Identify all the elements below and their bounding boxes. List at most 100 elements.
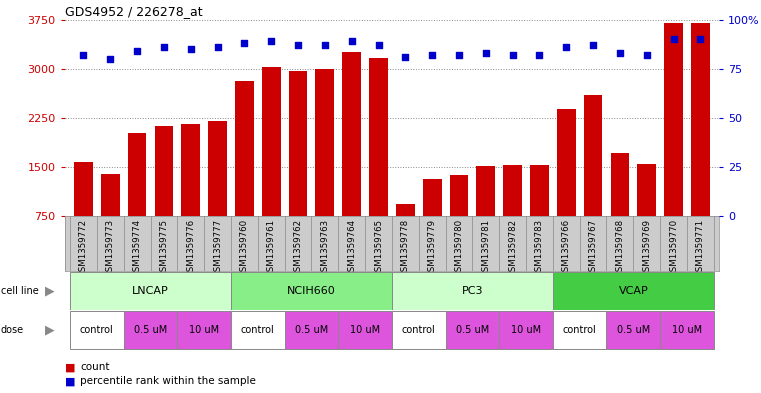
- Bar: [342, 52, 361, 216]
- Text: GSM1359762: GSM1359762: [294, 219, 303, 277]
- Bar: [74, 162, 93, 216]
- Text: GSM1359765: GSM1359765: [374, 219, 383, 277]
- Bar: [101, 174, 119, 216]
- Text: 0.5 uM: 0.5 uM: [295, 325, 328, 335]
- Bar: [584, 95, 603, 216]
- Bar: [70, 311, 124, 349]
- Bar: [476, 166, 495, 216]
- Text: GSM1359771: GSM1359771: [696, 219, 705, 277]
- Bar: [235, 81, 253, 216]
- Text: GSM1359777: GSM1359777: [213, 219, 222, 277]
- Text: count: count: [80, 362, 110, 373]
- Bar: [181, 125, 200, 216]
- Text: 10 uM: 10 uM: [672, 325, 702, 335]
- Bar: [124, 311, 177, 349]
- Point: [587, 42, 599, 48]
- Text: 0.5 uM: 0.5 uM: [456, 325, 489, 335]
- Point: [533, 52, 546, 58]
- Bar: [552, 272, 714, 310]
- Bar: [610, 152, 629, 216]
- Text: GSM1359783: GSM1359783: [535, 219, 544, 277]
- Point: [185, 46, 197, 52]
- Text: GSM1359763: GSM1359763: [320, 219, 330, 277]
- Text: GSM1359776: GSM1359776: [186, 219, 196, 277]
- Point: [614, 50, 626, 56]
- Bar: [262, 68, 281, 216]
- Bar: [369, 58, 388, 216]
- Bar: [607, 311, 660, 349]
- Text: GSM1359782: GSM1359782: [508, 219, 517, 277]
- Text: NCIH660: NCIH660: [287, 286, 336, 296]
- Text: 0.5 uM: 0.5 uM: [134, 325, 167, 335]
- Text: GSM1359778: GSM1359778: [401, 219, 410, 277]
- Text: control: control: [241, 325, 275, 335]
- Text: GSM1359764: GSM1359764: [347, 219, 356, 277]
- Bar: [285, 311, 339, 349]
- Text: 10 uM: 10 uM: [511, 325, 541, 335]
- Text: GSM1359773: GSM1359773: [106, 219, 115, 277]
- Text: 10 uM: 10 uM: [189, 325, 219, 335]
- Text: PC3: PC3: [462, 286, 483, 296]
- Bar: [499, 311, 552, 349]
- Text: GSM1359775: GSM1359775: [159, 219, 168, 277]
- Point: [426, 52, 438, 58]
- Point: [265, 38, 277, 44]
- Text: ▶: ▶: [45, 284, 55, 298]
- Point: [292, 42, 304, 48]
- Text: VCAP: VCAP: [619, 286, 648, 296]
- Point: [694, 36, 706, 42]
- Text: percentile rank within the sample: percentile rank within the sample: [80, 376, 256, 386]
- Text: GSM1359774: GSM1359774: [132, 219, 142, 277]
- Point: [131, 48, 143, 54]
- Point: [479, 50, 492, 56]
- Point: [78, 52, 90, 58]
- Bar: [530, 165, 549, 216]
- Bar: [423, 179, 441, 216]
- Point: [238, 40, 250, 46]
- Bar: [154, 127, 174, 216]
- Text: ▶: ▶: [45, 323, 55, 337]
- Bar: [396, 204, 415, 216]
- Bar: [660, 311, 714, 349]
- Text: GSM1359760: GSM1359760: [240, 219, 249, 277]
- Text: GSM1359772: GSM1359772: [79, 219, 88, 277]
- Bar: [231, 272, 392, 310]
- Text: ■: ■: [65, 376, 75, 386]
- Point: [212, 44, 224, 50]
- Bar: [70, 272, 231, 310]
- Point: [372, 42, 384, 48]
- Bar: [503, 165, 522, 216]
- Point: [641, 52, 653, 58]
- Text: ■: ■: [65, 362, 75, 373]
- Text: 0.5 uM: 0.5 uM: [616, 325, 650, 335]
- Text: GSM1359769: GSM1359769: [642, 219, 651, 277]
- Point: [400, 54, 412, 60]
- Bar: [231, 311, 285, 349]
- Bar: [209, 121, 227, 216]
- Bar: [316, 69, 334, 216]
- Point: [158, 44, 170, 50]
- Bar: [445, 311, 499, 349]
- Point: [319, 42, 331, 48]
- Text: LNCAP: LNCAP: [132, 286, 169, 296]
- Bar: [392, 272, 552, 310]
- Text: cell line: cell line: [1, 286, 39, 296]
- Text: GSM1359767: GSM1359767: [588, 219, 597, 277]
- Text: control: control: [563, 325, 597, 335]
- Text: 10 uM: 10 uM: [350, 325, 380, 335]
- Point: [667, 36, 680, 42]
- Point: [507, 52, 519, 58]
- Bar: [288, 72, 307, 216]
- Text: dose: dose: [1, 325, 24, 335]
- Text: GSM1359768: GSM1359768: [616, 219, 625, 277]
- Bar: [177, 311, 231, 349]
- Text: GSM1359761: GSM1359761: [266, 219, 275, 277]
- Text: GSM1359780: GSM1359780: [454, 219, 463, 277]
- Bar: [638, 164, 656, 216]
- Point: [453, 52, 465, 58]
- Text: GDS4952 / 226278_at: GDS4952 / 226278_at: [65, 6, 202, 18]
- Point: [104, 56, 116, 62]
- Point: [560, 44, 572, 50]
- Bar: [664, 23, 683, 216]
- Text: GSM1359779: GSM1359779: [428, 219, 437, 277]
